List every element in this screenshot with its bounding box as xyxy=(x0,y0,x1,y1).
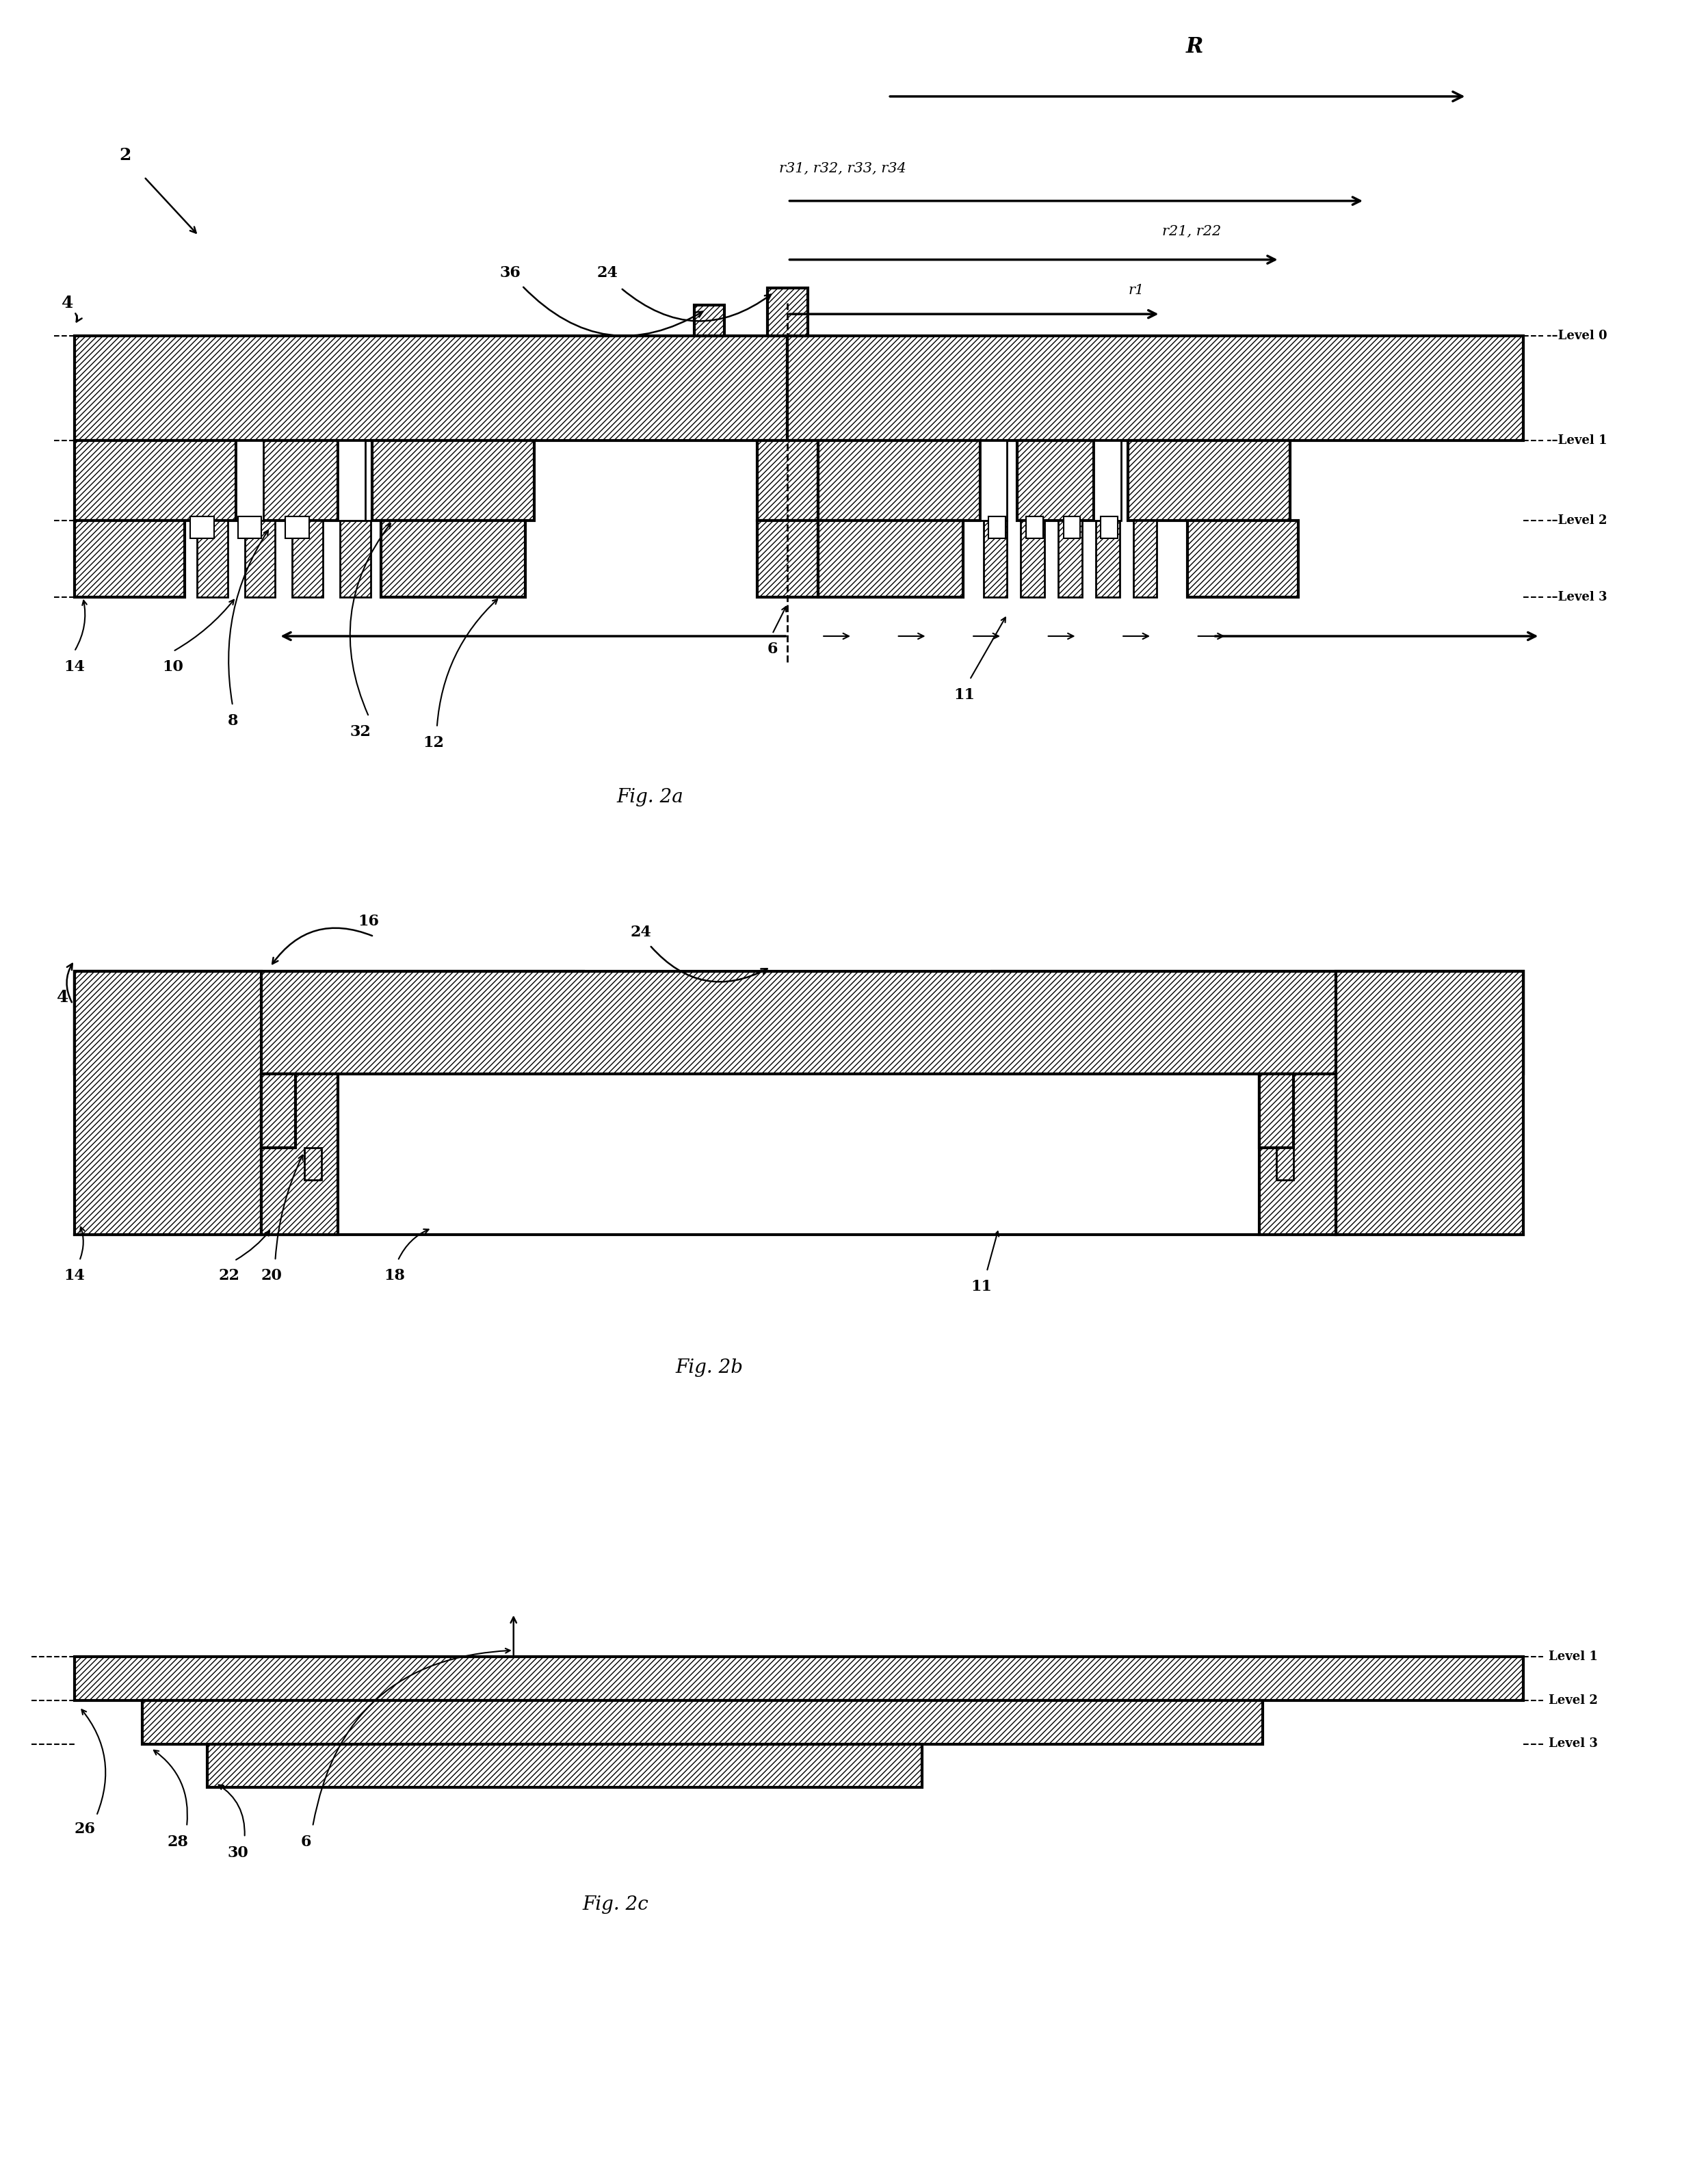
Bar xyxy=(75,971,261,1235)
Text: 26: 26 xyxy=(73,1822,96,1837)
Text: -–Level 2: -–Level 2 xyxy=(1547,515,1607,528)
Bar xyxy=(1127,441,1290,521)
Bar xyxy=(992,971,1524,1074)
Bar xyxy=(1095,441,1120,521)
Bar xyxy=(190,517,214,539)
Bar xyxy=(236,441,263,521)
Text: 8: 8 xyxy=(227,714,237,729)
Text: 14: 14 xyxy=(63,1268,85,1283)
Bar xyxy=(261,1074,295,1148)
Text: 14: 14 xyxy=(63,659,85,674)
Bar xyxy=(1259,1074,1293,1148)
Bar xyxy=(989,517,1006,539)
Text: 6: 6 xyxy=(301,1835,311,1850)
Bar xyxy=(693,305,724,336)
Bar xyxy=(757,441,818,521)
Text: Fig. 2c: Fig. 2c xyxy=(582,1896,649,1914)
Bar xyxy=(304,1148,321,1180)
Text: -–Level 0: -–Level 0 xyxy=(1547,329,1607,343)
Bar xyxy=(1336,971,1524,1235)
Text: r31, r32, r33, r34: r31, r32, r33, r34 xyxy=(779,161,907,175)
Text: 12: 12 xyxy=(424,735,444,751)
Text: r1: r1 xyxy=(1127,284,1144,297)
Bar xyxy=(75,336,787,441)
Text: 18: 18 xyxy=(384,1268,405,1283)
Bar xyxy=(818,441,980,521)
Bar xyxy=(261,1074,338,1235)
Text: 16: 16 xyxy=(359,914,379,930)
Text: 11: 11 xyxy=(955,687,975,703)
Text: Fig. 2a: Fig. 2a xyxy=(617,788,683,807)
Bar xyxy=(1187,521,1298,598)
Text: 30: 30 xyxy=(227,1846,248,1861)
Text: 24: 24 xyxy=(630,925,652,940)
Bar xyxy=(1021,521,1045,598)
Bar xyxy=(372,441,535,521)
Text: Level 2: Level 2 xyxy=(1549,1693,1597,1706)
Text: 4: 4 xyxy=(56,988,68,1006)
Text: 4: 4 xyxy=(61,295,73,312)
Bar xyxy=(787,336,1524,441)
Text: 32: 32 xyxy=(350,724,371,740)
Bar xyxy=(1102,517,1117,539)
Bar xyxy=(1064,517,1081,539)
Bar xyxy=(1132,521,1156,598)
Bar xyxy=(340,521,371,598)
Text: Level 3: Level 3 xyxy=(1549,1737,1597,1750)
Bar xyxy=(1059,521,1083,598)
Bar xyxy=(75,521,184,598)
Bar xyxy=(767,288,808,336)
Text: 11: 11 xyxy=(972,1279,992,1294)
Text: 2: 2 xyxy=(120,146,132,164)
Bar xyxy=(1018,441,1095,521)
Bar xyxy=(1259,1074,1336,1235)
Bar xyxy=(142,1700,1262,1743)
Bar xyxy=(980,441,1008,521)
Text: -–Level 1: -–Level 1 xyxy=(1547,434,1607,447)
Text: Fig. 2b: Fig. 2b xyxy=(675,1357,743,1377)
Text: 20: 20 xyxy=(261,1268,282,1283)
Bar xyxy=(381,521,526,598)
Bar xyxy=(207,1743,922,1787)
Text: 10: 10 xyxy=(162,659,184,674)
Bar xyxy=(285,517,309,539)
Text: r21, r22: r21, r22 xyxy=(1161,225,1221,238)
Bar xyxy=(338,441,366,521)
Bar xyxy=(75,971,584,1074)
Bar xyxy=(984,521,1008,598)
Text: -–Level 3: -–Level 3 xyxy=(1547,591,1607,602)
Text: 22: 22 xyxy=(219,1268,239,1283)
Bar xyxy=(1276,1148,1293,1180)
Bar xyxy=(292,521,323,598)
Text: R: R xyxy=(1185,37,1202,57)
Text: 6: 6 xyxy=(767,642,777,657)
Bar xyxy=(1027,517,1044,539)
Bar xyxy=(757,521,818,598)
Bar xyxy=(244,521,275,598)
Bar xyxy=(75,971,1524,1074)
Bar xyxy=(75,441,236,521)
Bar xyxy=(237,517,261,539)
Text: 36: 36 xyxy=(499,266,521,279)
Bar xyxy=(261,441,338,521)
Text: 28: 28 xyxy=(167,1835,190,1850)
Bar xyxy=(818,521,963,598)
Bar xyxy=(75,1656,1524,1700)
Bar xyxy=(1097,521,1119,598)
Text: 24: 24 xyxy=(596,266,618,279)
Bar xyxy=(196,521,227,598)
Text: Level 1: Level 1 xyxy=(1549,1650,1597,1663)
